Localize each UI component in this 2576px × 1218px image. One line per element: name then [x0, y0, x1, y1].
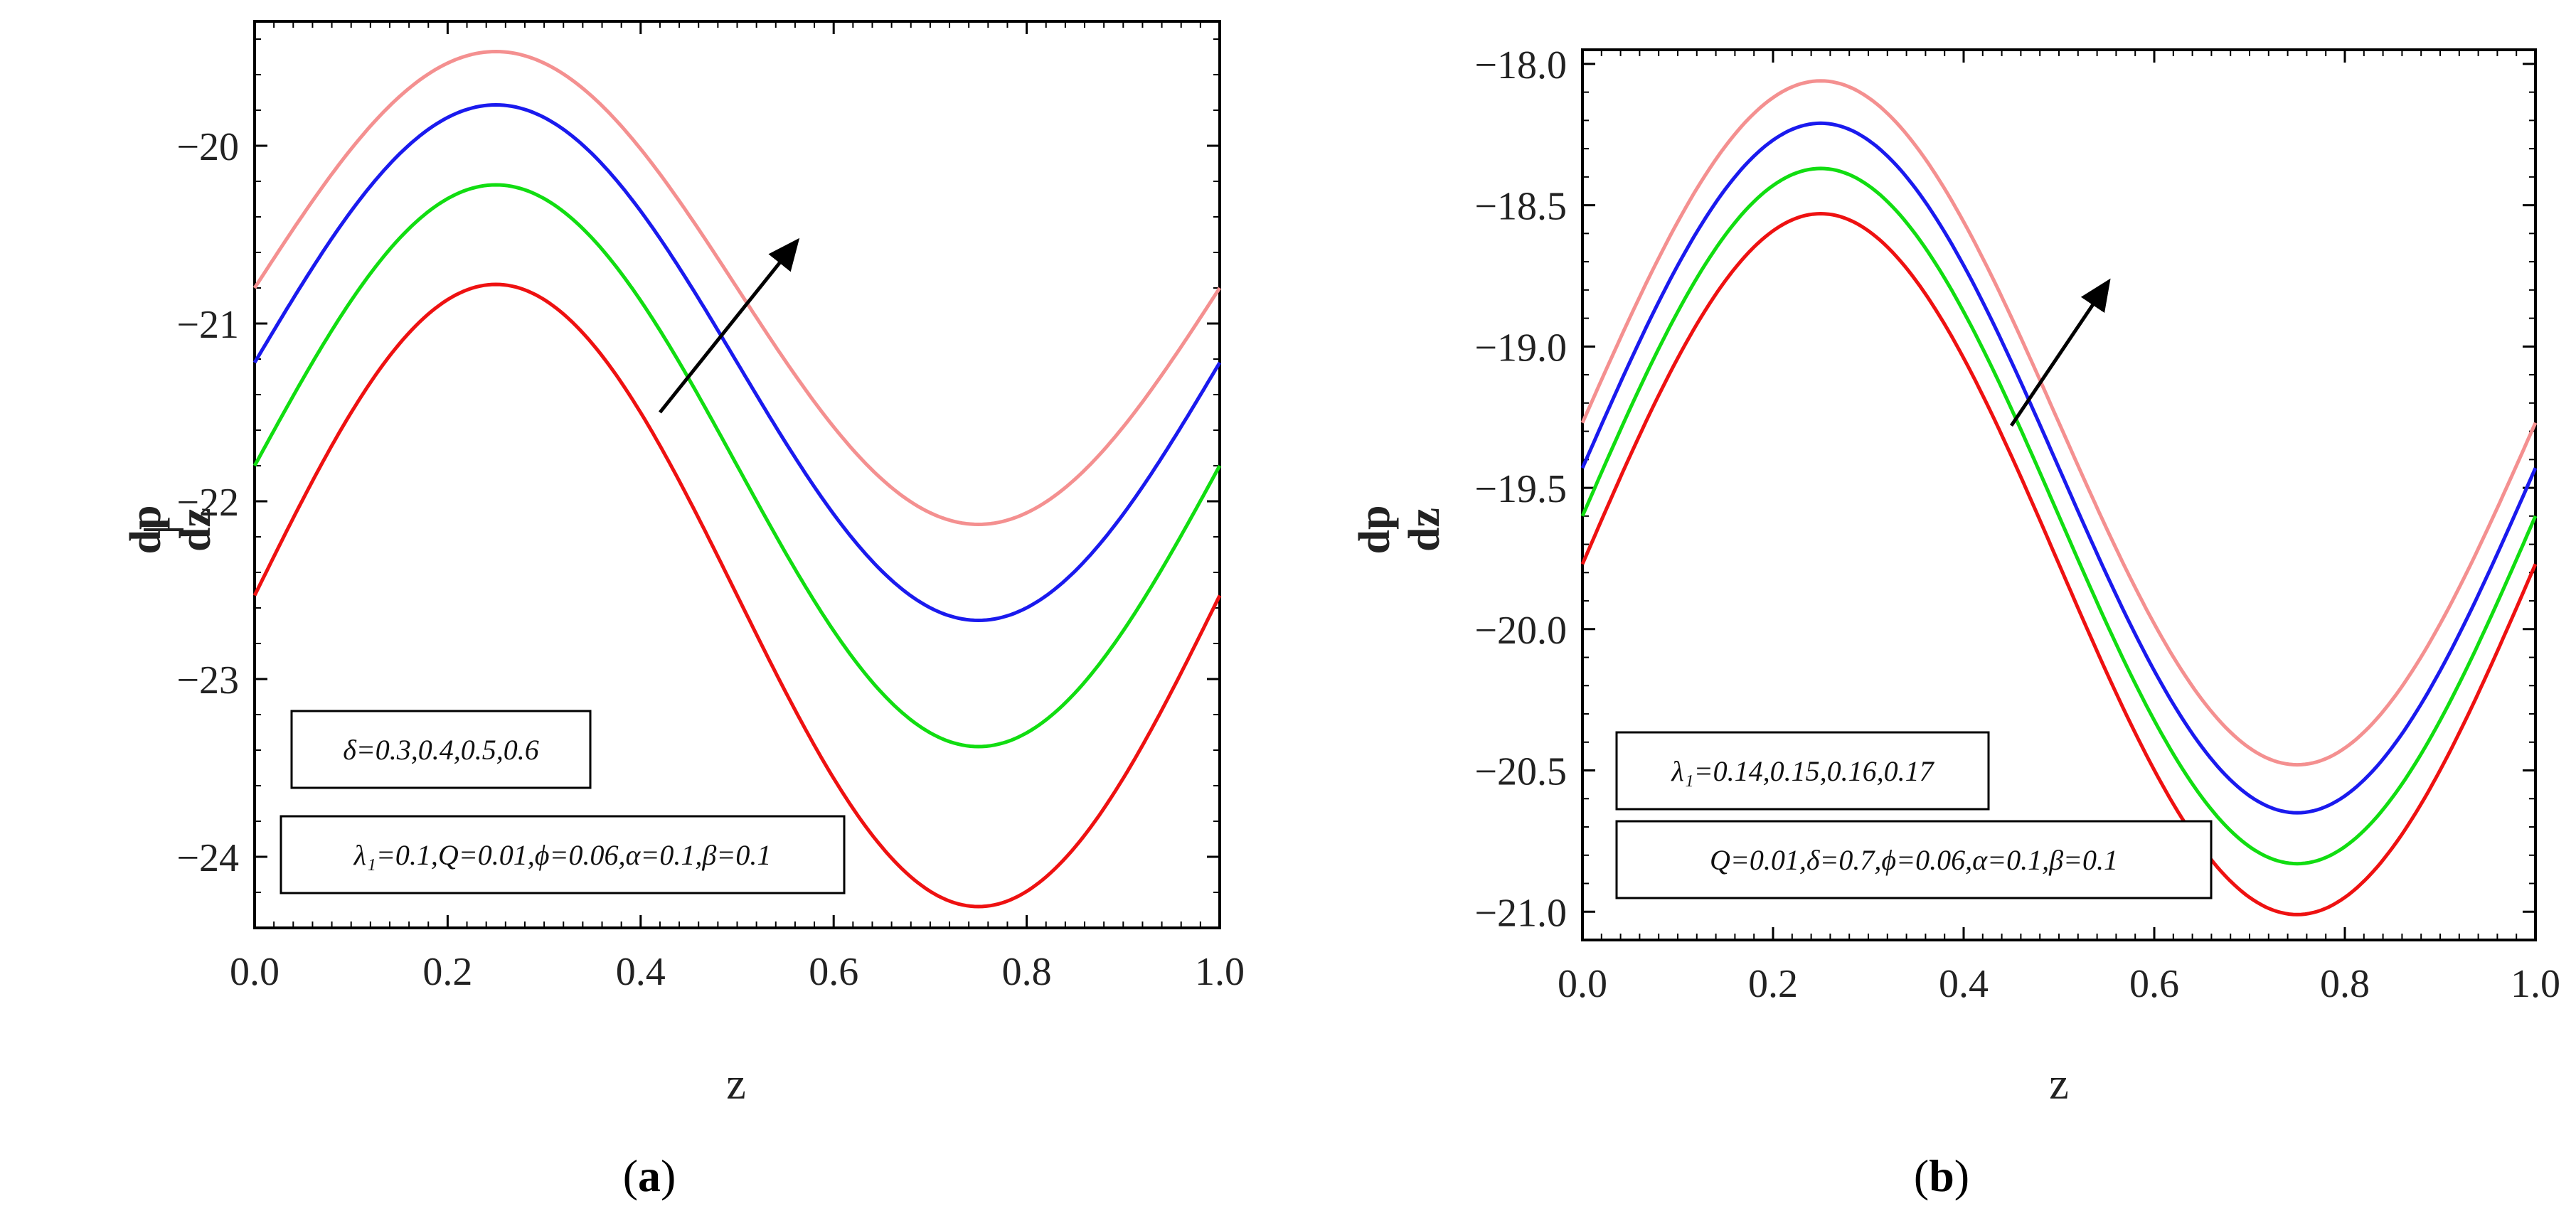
y-axis-label-numerator: dp — [1351, 506, 1399, 555]
x-tick-label: 0.0 — [1558, 962, 1607, 1006]
trend-arrow — [2009, 278, 2111, 427]
series-line — [1580, 121, 2538, 815]
panel-caption-a: (a) — [623, 1150, 676, 1201]
y-tick-label: −20 — [176, 125, 239, 169]
y-tick-label: −21.0 — [1474, 891, 1567, 935]
x-tick-label: 0.8 — [1002, 950, 1052, 994]
y-tick-label: −19.5 — [1474, 467, 1567, 511]
legend-box-top — [290, 710, 592, 789]
legend-box-bottom — [280, 815, 846, 894]
series-line — [252, 49, 1222, 527]
legend-text-top: δ=0.3,0.4,0.5,0.6 — [343, 734, 539, 766]
x-tick-label: 0.2 — [1748, 962, 1798, 1006]
trend-arrow — [658, 237, 800, 414]
y-tick-label: −22 — [176, 481, 239, 525]
series-line — [252, 282, 1222, 909]
x-tick-label: 0.0 — [230, 950, 280, 994]
legend-box-bottom — [1615, 820, 2213, 899]
legend-text-bottom: Q=0.01,δ=0.7,ϕ=0.06,α=0.1,β=0.1 — [1710, 844, 2118, 876]
panel-b: dp dz z (b) 0.0 0.2 0.4 0.6 0.8 1.0 −18.0 −18.5… — [1351, 43, 2560, 1201]
y-tick-label: −18.5 — [1474, 185, 1567, 229]
x-tick-label: 0.8 — [2320, 962, 2370, 1006]
legend-text-top: λ₁=0.14,0.15,0.16,0.17 — [1671, 755, 1934, 787]
y-tick-label: −24 — [176, 836, 239, 880]
y-tick-label: −23 — [176, 658, 239, 703]
y-tick-label: −19.0 — [1474, 326, 1567, 370]
x-axis-title: z — [726, 1060, 746, 1109]
x-tick-label: 0.2 — [422, 950, 472, 994]
legend-text-bottom: λ₁=0.1,Q=0.01,ϕ=0.06,α=0.1,β=0.1 — [353, 839, 772, 871]
y-tick-label: −18.0 — [1474, 43, 1567, 87]
panel-caption-letter: a — [638, 1150, 661, 1201]
y-tick-label: −20.5 — [1474, 750, 1567, 794]
x-tick-label: 0.6 — [809, 950, 858, 994]
panel-a: dp dz z (a) 0.0 0.2 0.4 0.6 0.8 1.0−20−21−22−… — [122, 20, 1245, 1201]
x-axis-title: z — [2049, 1060, 2069, 1109]
x-tick-label: 0.6 — [2129, 962, 2179, 1006]
x-tick-label: 0.4 — [616, 950, 666, 994]
y-tick-label: −21 — [176, 303, 239, 347]
x-tick-label: 0.4 — [1939, 962, 1989, 1006]
series-line — [1580, 211, 2538, 917]
x-tick-label: 1.0 — [2511, 962, 2560, 1006]
series-line — [1580, 79, 2538, 767]
legend-box-top — [1615, 731, 1990, 811]
panel-caption-b: (b) — [1914, 1150, 1969, 1201]
y-axis-label-denominator: dz — [1400, 508, 1449, 552]
series-line — [252, 183, 1222, 749]
panel-caption-letter: b — [1929, 1150, 1954, 1201]
y-tick-label: −20.0 — [1474, 609, 1567, 653]
series-line — [1580, 166, 2538, 866]
plot-frame — [253, 20, 1221, 929]
x-tick-label: 1.0 — [1195, 950, 1245, 994]
series-line — [252, 102, 1222, 623]
